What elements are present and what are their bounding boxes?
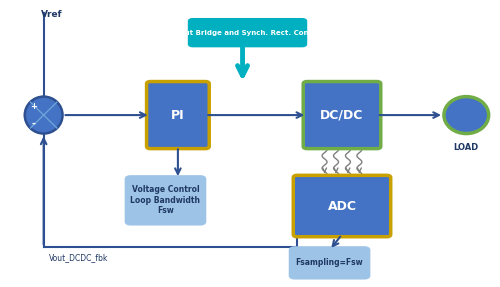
Text: ADC: ADC bbox=[328, 199, 356, 213]
Text: Vref: Vref bbox=[41, 10, 63, 19]
Text: Fsampling=Fsw: Fsampling=Fsw bbox=[296, 258, 364, 267]
Text: Vout_DCDC_fbk: Vout_DCDC_fbk bbox=[48, 253, 108, 262]
FancyBboxPatch shape bbox=[290, 247, 370, 278]
Text: Voltage Control
Loop Bandwidth
Fsw: Voltage Control Loop Bandwidth Fsw bbox=[130, 185, 200, 215]
Ellipse shape bbox=[25, 97, 62, 133]
Text: DC/DC: DC/DC bbox=[320, 108, 364, 122]
Text: PI: PI bbox=[171, 108, 184, 122]
FancyBboxPatch shape bbox=[294, 175, 390, 237]
FancyBboxPatch shape bbox=[303, 82, 381, 149]
Text: LOAD: LOAD bbox=[454, 143, 479, 152]
Text: +: + bbox=[30, 102, 37, 111]
Ellipse shape bbox=[444, 97, 488, 133]
Text: Input Bridge and Synch. Rect. Control: Input Bridge and Synch. Rect. Control bbox=[172, 30, 323, 36]
FancyBboxPatch shape bbox=[146, 82, 209, 149]
FancyBboxPatch shape bbox=[189, 19, 306, 46]
FancyBboxPatch shape bbox=[126, 176, 206, 224]
Text: -: - bbox=[32, 119, 36, 128]
